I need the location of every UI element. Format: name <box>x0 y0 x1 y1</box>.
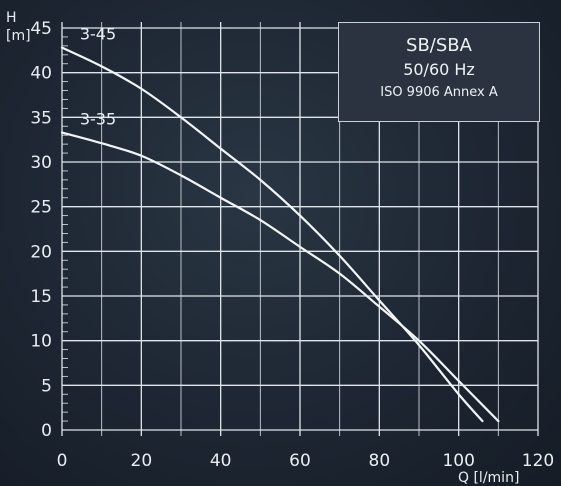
curve-label: 3-45 <box>80 25 116 44</box>
y-tick-label: 20 <box>30 242 52 262</box>
y-tick-label: 15 <box>30 287 52 307</box>
y-tick-label: 30 <box>30 153 52 173</box>
y-tick-label: 35 <box>30 108 52 128</box>
x-tick-label: 100 <box>442 451 474 471</box>
legend-box: SB/SBA 50/60 Hz ISO 9906 Annex A <box>338 22 540 122</box>
y-axis-unit: [m] <box>6 28 31 44</box>
y-tick-label: 25 <box>30 198 52 218</box>
legend-standard: ISO 9906 Annex A <box>380 85 498 100</box>
x-axis-label: Q [l/min] <box>458 470 519 486</box>
curves: 3-45 3-35 <box>60 25 500 423</box>
y-tick-labels: 0 5 10 15 20 25 30 35 40 45 <box>30 19 52 441</box>
legend-title: SB/SBA <box>406 35 472 56</box>
x-tick-label: 0 <box>57 451 68 471</box>
x-tick-label: 80 <box>369 451 391 471</box>
legend-frequency: 50/60 Hz <box>403 60 475 79</box>
y-tick-label: 0 <box>41 421 52 441</box>
x-tick-label: 20 <box>131 451 153 471</box>
y-axis-label: H <box>6 10 17 26</box>
y-tick-label: 40 <box>30 64 52 84</box>
curve-3-35 <box>60 131 500 423</box>
curve-label: 3-35 <box>80 110 116 129</box>
x-tick-label: 120 <box>522 451 554 471</box>
curve-3-45 <box>60 46 484 423</box>
x-tick-labels: 0 20 40 60 80 100 120 <box>57 451 555 471</box>
y-tick-label: 10 <box>30 332 52 352</box>
y-tick-label: 45 <box>30 19 52 39</box>
x-tick-label: 60 <box>289 451 311 471</box>
y-tick-label: 5 <box>41 376 52 396</box>
x-tick-label: 40 <box>210 451 232 471</box>
